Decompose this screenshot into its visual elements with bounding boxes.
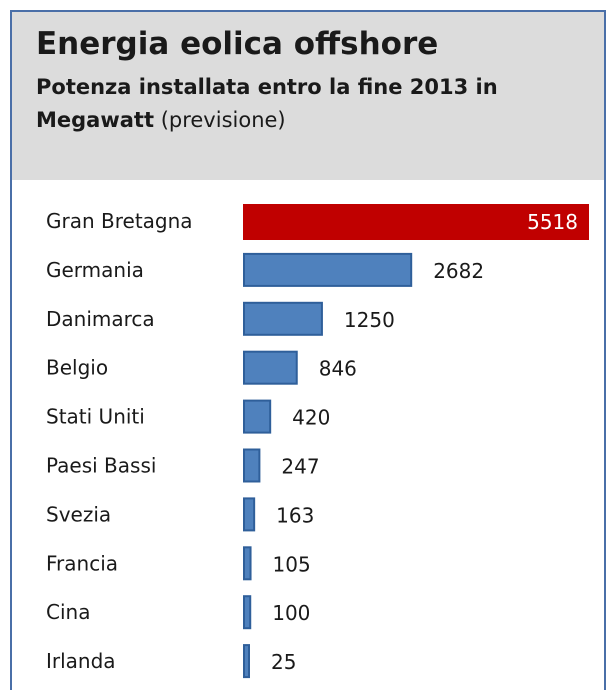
category-label-danimarca: Danimarca	[46, 307, 155, 331]
chart-subtitle-bold: Potenza installata entro la fine 2013 in…	[36, 75, 498, 132]
category-label-irlanda: Irlanda	[46, 649, 116, 673]
bar-gran-bretagna	[243, 204, 589, 240]
value-label-stati-uniti: 420	[292, 406, 330, 430]
chart-subtitle: Potenza installata entro la fine 2013 in…	[36, 71, 596, 137]
bar-francia	[243, 546, 252, 581]
bar-cina	[243, 595, 252, 630]
category-label-stati-uniti: Stati Uniti	[46, 405, 145, 429]
bar-paesi-bassi	[243, 448, 261, 483]
category-label-francia: Francia	[46, 551, 118, 575]
value-label-irlanda: 25	[271, 650, 296, 674]
value-label-paesi-bassi: 247	[281, 455, 319, 479]
category-label-germania: Germania	[46, 258, 144, 282]
bar-danimarca	[243, 301, 323, 336]
value-label-germania: 2682	[433, 259, 484, 283]
chart-subtitle-note: (previsione)	[160, 108, 286, 132]
bar-chart: Gran Bretagna 5518 Germania 2682 Danimarca 12…	[46, 204, 589, 679]
bar-stati-uniti	[243, 399, 272, 434]
chart-title: Energia eolica offshore	[36, 26, 439, 62]
bar-svezia	[243, 497, 256, 532]
chart-frame: Energia eolica offshore Potenza installa…	[10, 10, 606, 690]
category-label-svezia: Svezia	[46, 502, 111, 526]
chart-header: Energia eolica offshore Potenza installa…	[12, 12, 604, 180]
bar-irlanda	[243, 644, 250, 679]
category-label-paesi-bassi: Paesi Bassi	[46, 454, 156, 478]
value-label-francia: 105	[273, 552, 311, 576]
bar-belgio	[243, 350, 298, 385]
category-label-belgio: Belgio	[46, 356, 108, 380]
value-label-svezia: 163	[276, 503, 314, 527]
value-label-cina: 100	[272, 601, 310, 625]
value-label-danimarca: 1250	[344, 308, 395, 332]
category-label-gran-bretagna: Gran Bretagna	[46, 209, 193, 233]
category-label-cina: Cina	[46, 600, 90, 624]
bar-germania	[243, 252, 413, 287]
value-label-belgio: 846	[319, 357, 357, 381]
value-label-gran-bretagna: 5518	[527, 210, 578, 234]
bars-layer: Gran Bretagna 5518 Germania 2682 Danimarca 12…	[46, 204, 589, 679]
